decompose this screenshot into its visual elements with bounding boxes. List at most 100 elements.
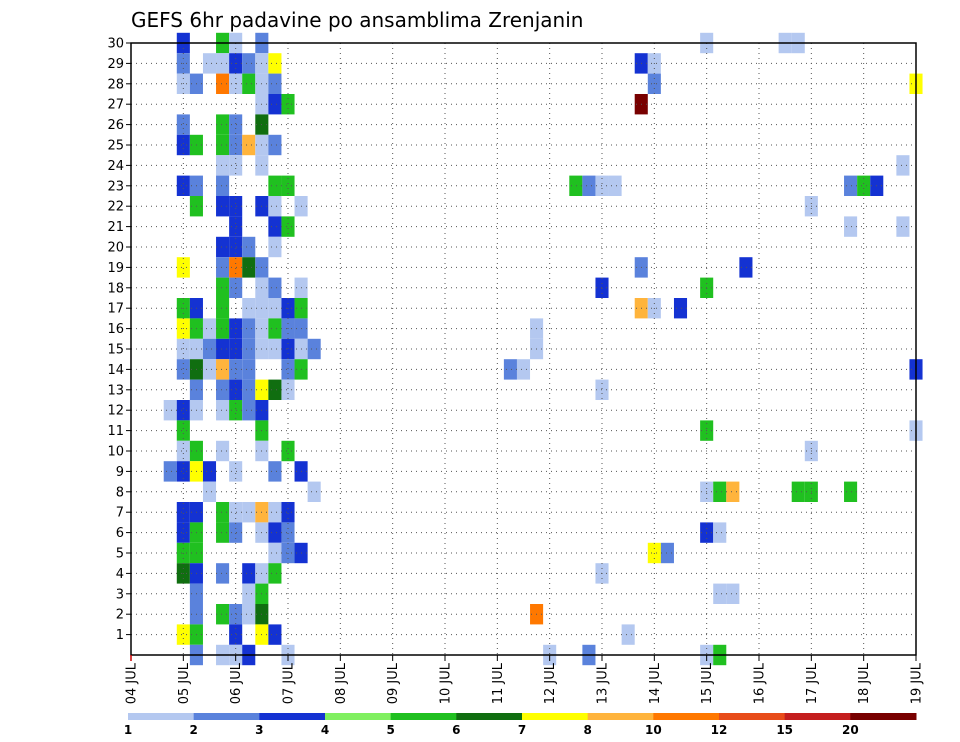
- colorbar-label: 6: [452, 723, 460, 737]
- y-tick-label: 19: [107, 261, 124, 276]
- heatmap-cell: [268, 379, 282, 400]
- colorbar-swatch: [522, 713, 589, 720]
- heatmap-cell: [268, 563, 282, 584]
- colorbar-swatch: [587, 713, 654, 720]
- colorbar-swatch: [325, 713, 392, 720]
- colorbar-swatch: [850, 713, 917, 720]
- heatmap-cell: [216, 318, 230, 339]
- heatmap-cell: [242, 583, 256, 604]
- heatmap-cell: [242, 604, 256, 625]
- heatmap-cell: [281, 440, 295, 462]
- heatmap-cell: [242, 53, 256, 74]
- heatmap-cell: [268, 338, 282, 360]
- heatmap-cell: [713, 583, 727, 604]
- y-tick-label: 18: [107, 281, 124, 296]
- heatmap-cell: [268, 522, 282, 543]
- heatmap-cell: [268, 196, 282, 217]
- heatmap-cell: [229, 461, 243, 482]
- x-tick-label: 11 JUL: [491, 662, 506, 704]
- heatmap-cell: [268, 175, 282, 196]
- heatmap-cell: [268, 134, 282, 156]
- heatmap-cell: [216, 502, 230, 523]
- heatmap-cell: [242, 563, 256, 584]
- heatmap-cell: [216, 400, 230, 421]
- heatmap-cell: [216, 155, 230, 176]
- heatmap-cell: [216, 53, 230, 74]
- heatmap-cell: [229, 155, 243, 176]
- heatmap-cell: [569, 175, 583, 196]
- y-tick-label: 26: [107, 118, 124, 133]
- heatmap-cell: [216, 563, 230, 584]
- heatmap-cell: [281, 379, 295, 400]
- y-tick-label: 12: [107, 404, 124, 419]
- heatmap-cell: [216, 114, 230, 135]
- colorbar-swatch: [128, 713, 195, 720]
- heatmap-cell: [281, 359, 295, 380]
- colorbar-swatch: [784, 713, 851, 720]
- heatmap-cell: [791, 481, 805, 502]
- heatmap-cell: [229, 522, 243, 543]
- heatmap-cell: [216, 196, 230, 217]
- y-tick-label: 13: [107, 383, 124, 398]
- heatmap-cell: [281, 216, 295, 237]
- heatmap-cell: [268, 298, 282, 319]
- heatmap-cell: [229, 277, 243, 298]
- heatmap-cell: [281, 522, 295, 543]
- y-tick-label: 17: [107, 302, 124, 317]
- chart-title: GEFS 6hr padavine po ansamblima Zrenjani…: [131, 8, 583, 32]
- heatmap-cell: [176, 624, 190, 645]
- heatmap-cell: [216, 277, 230, 298]
- heatmap-cell: [268, 94, 282, 115]
- heatmap-cell: [202, 461, 217, 482]
- heatmap-cell: [242, 298, 256, 319]
- heatmap-cell: [229, 359, 243, 380]
- heatmap-cell: [242, 502, 256, 523]
- heatmap-cell: [176, 420, 190, 441]
- heatmap-cell: [242, 400, 256, 421]
- x-tick-label: 06 JUL: [229, 662, 244, 704]
- heatmap-cell: [268, 461, 282, 482]
- y-tick-label: 30: [107, 37, 124, 52]
- heatmap-cell: [516, 359, 531, 380]
- heatmap-cell: [176, 359, 190, 380]
- y-tick-label: 24: [107, 159, 124, 174]
- heatmap-cell: [268, 542, 282, 564]
- heatmap-cell: [844, 481, 858, 502]
- heatmap-cell: [268, 53, 282, 74]
- heatmap-cell: [268, 502, 282, 523]
- y-tick-label: 16: [107, 322, 124, 337]
- heatmap-cell: [268, 624, 282, 645]
- heatmap-cell: [896, 155, 910, 176]
- y-tick-label: 23: [107, 179, 124, 194]
- y-tick-label: 9: [116, 465, 124, 480]
- heatmap-cell: [726, 481, 740, 502]
- colorbar-label: 2: [189, 723, 197, 737]
- x-tick-label: 08 JUL: [334, 662, 349, 704]
- heatmap-cell: [713, 522, 727, 543]
- heatmap-cell: [202, 53, 217, 74]
- colorbar-label: 15: [776, 723, 793, 737]
- heatmap-cell: [229, 400, 243, 421]
- heatmap-cell: [242, 359, 256, 380]
- heatmap-cell: [229, 257, 243, 278]
- heatmap-cell: [660, 542, 674, 564]
- colorbar-swatch: [259, 713, 326, 720]
- colorbar-label: 8: [583, 723, 591, 737]
- colorbar-label: 1: [124, 723, 132, 737]
- heatmap-cell: [229, 216, 243, 237]
- heatmap-cell: [307, 338, 321, 360]
- heatmap-cell: [673, 298, 688, 319]
- x-tick-label: 12 JUL: [543, 662, 558, 704]
- heatmap-cell: [857, 175, 871, 196]
- colorbar-label: 7: [518, 723, 526, 737]
- colorbar-swatch: [193, 713, 260, 720]
- x-axis-ticks: 04 JUL 05 JUL 06 JUL 07 JUL 08 JUL 09 JUL 10 J…: [125, 655, 925, 704]
- heatmap-cell: [202, 318, 217, 339]
- heatmap-cell: [229, 114, 243, 135]
- y-tick-label: 3: [116, 587, 124, 602]
- heatmap-cell: [216, 73, 230, 94]
- y-tick-label: 28: [107, 77, 124, 92]
- heatmap-cell: [281, 175, 295, 196]
- x-tick-label: 04 JUL: [125, 662, 140, 704]
- heatmap-cell: [242, 257, 256, 278]
